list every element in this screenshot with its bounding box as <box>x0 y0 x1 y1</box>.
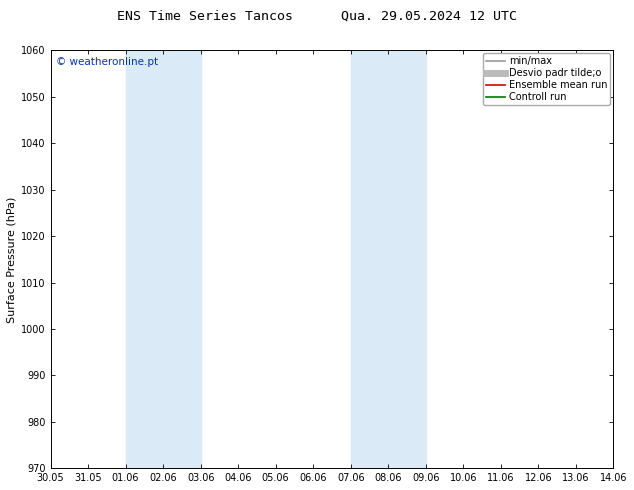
Bar <box>351 50 426 468</box>
Text: ENS Time Series Tancos      Qua. 29.05.2024 12 UTC: ENS Time Series Tancos Qua. 29.05.2024 1… <box>117 10 517 23</box>
Text: © weatheronline.pt: © weatheronline.pt <box>56 57 158 67</box>
Legend: min/max, Desvio padr tilde;o, Ensemble mean run, Controll run: min/max, Desvio padr tilde;o, Ensemble m… <box>482 53 611 105</box>
Bar <box>126 50 200 468</box>
Y-axis label: Surface Pressure (hPa): Surface Pressure (hPa) <box>7 196 17 322</box>
